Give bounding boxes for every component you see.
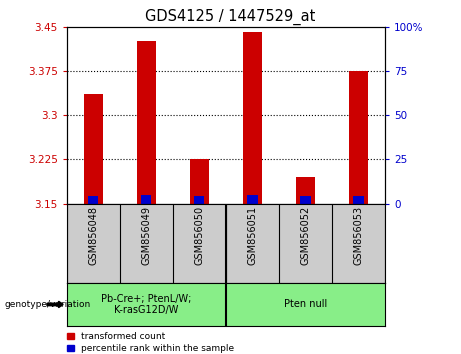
Bar — [194, 196, 205, 204]
Text: GDS4125 / 1447529_at: GDS4125 / 1447529_at — [145, 9, 316, 25]
Bar — [88, 196, 99, 204]
Bar — [349, 71, 368, 204]
Text: GSM856050: GSM856050 — [195, 206, 204, 265]
Text: GSM856051: GSM856051 — [248, 206, 257, 265]
Bar — [141, 195, 152, 204]
Text: GSM856048: GSM856048 — [89, 206, 98, 265]
Bar — [353, 196, 364, 204]
Text: GSM856052: GSM856052 — [301, 206, 310, 265]
Bar — [247, 195, 258, 204]
Bar — [137, 41, 156, 204]
Text: GSM856053: GSM856053 — [354, 206, 363, 265]
Text: Pb-Cre+; PtenL/W;
K-rasG12D/W: Pb-Cre+; PtenL/W; K-rasG12D/W — [101, 293, 192, 315]
Bar — [296, 177, 315, 204]
Text: Pten null: Pten null — [284, 299, 327, 309]
Bar — [300, 196, 311, 204]
Text: genotype/variation: genotype/variation — [5, 300, 91, 309]
Bar — [190, 159, 209, 204]
Legend: transformed count, percentile rank within the sample: transformed count, percentile rank withi… — [67, 332, 234, 353]
Bar — [243, 33, 262, 204]
Bar — [84, 95, 103, 204]
Text: GSM856049: GSM856049 — [142, 206, 151, 265]
